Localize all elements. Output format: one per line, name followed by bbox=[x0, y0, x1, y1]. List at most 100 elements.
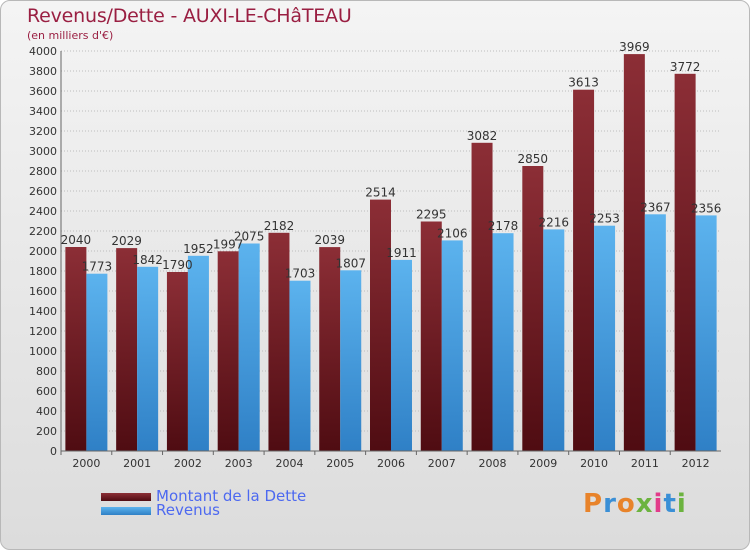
bar-dette bbox=[623, 54, 645, 451]
bar-revenus bbox=[695, 215, 717, 451]
data-label-dette: 2039 bbox=[314, 233, 345, 247]
data-label-dette: 1997 bbox=[213, 237, 244, 251]
y-tick-label: 3600 bbox=[29, 85, 57, 98]
legend-swatch-dette bbox=[101, 493, 151, 501]
data-label-dette: 3613 bbox=[568, 76, 599, 90]
x-tick-label: 2002 bbox=[174, 457, 202, 470]
x-tick-label: 2003 bbox=[225, 457, 253, 470]
data-label-dette: 2514 bbox=[365, 186, 396, 200]
data-label-revenus: 1842 bbox=[132, 253, 163, 267]
bar-revenus bbox=[289, 280, 311, 451]
y-tick-label: 2400 bbox=[29, 205, 57, 218]
logo-letter: x bbox=[635, 489, 654, 519]
logo-letter: o bbox=[616, 489, 636, 519]
data-label-dette: 1790 bbox=[162, 258, 193, 272]
y-tick-label: 3000 bbox=[29, 145, 57, 158]
data-label-dette: 3082 bbox=[467, 129, 498, 143]
bar-revenus bbox=[238, 243, 260, 451]
logo-letter: t bbox=[663, 489, 677, 519]
data-label-revenus: 1911 bbox=[386, 246, 417, 260]
bar-revenus bbox=[441, 240, 463, 451]
x-tick-label: 2010 bbox=[580, 457, 608, 470]
bar-dette bbox=[674, 73, 696, 452]
y-tick-label: 2600 bbox=[29, 185, 57, 198]
chart-subtitle: (en milliers d'€) bbox=[27, 29, 114, 42]
x-tick-label: 2012 bbox=[682, 457, 710, 470]
logo-letter: r bbox=[603, 489, 617, 519]
data-label-dette: 3969 bbox=[619, 40, 650, 54]
y-tick-label: 3200 bbox=[29, 125, 57, 138]
y-tick-label: 3400 bbox=[29, 105, 57, 118]
data-label-revenus: 2216 bbox=[539, 215, 570, 229]
data-label-revenus: 2178 bbox=[488, 219, 519, 233]
x-tick-label: 2005 bbox=[326, 457, 354, 470]
bar-dette bbox=[65, 247, 87, 451]
bar-dette bbox=[522, 166, 544, 451]
data-label-revenus: 1952 bbox=[183, 242, 214, 256]
bar-revenus bbox=[543, 229, 565, 451]
proxiti-logo: Proxiti bbox=[583, 489, 687, 519]
x-tick-label: 2009 bbox=[529, 457, 557, 470]
y-tick-label: 1200 bbox=[29, 325, 57, 338]
data-label-revenus: 1807 bbox=[335, 256, 366, 270]
data-label-revenus: 1703 bbox=[285, 267, 316, 281]
y-tick-label: 3800 bbox=[29, 65, 57, 78]
data-label-revenus: 2075 bbox=[234, 230, 265, 244]
x-tick-label: 2008 bbox=[479, 457, 507, 470]
y-tick-label: 4000 bbox=[29, 45, 57, 58]
bar-dette bbox=[573, 89, 595, 451]
data-label-dette: 3772 bbox=[670, 60, 701, 74]
y-tick-label: 2200 bbox=[29, 225, 57, 238]
y-tick-label: 1400 bbox=[29, 305, 57, 318]
data-label-dette: 2182 bbox=[264, 219, 295, 233]
x-tick-label: 2001 bbox=[123, 457, 151, 470]
bar-revenus bbox=[187, 255, 209, 451]
x-tick-label: 2000 bbox=[72, 457, 100, 470]
bar-dette bbox=[370, 199, 391, 451]
y-tick-label: 1000 bbox=[29, 345, 57, 358]
y-tick-label: 400 bbox=[36, 405, 57, 418]
y-tick-label: 1600 bbox=[29, 285, 57, 298]
bar-dette bbox=[319, 247, 341, 451]
bar-dette bbox=[420, 221, 442, 451]
logo-letter: i bbox=[653, 489, 664, 519]
x-tick-label: 2006 bbox=[377, 457, 405, 470]
bar-revenus bbox=[492, 233, 514, 451]
x-tick-label: 2011 bbox=[631, 457, 659, 470]
chart-title: Revenus/Dette - AUXI-LE-CHâTEAU bbox=[27, 5, 352, 27]
bar-dette bbox=[268, 232, 290, 451]
data-label-revenus: 2367 bbox=[640, 200, 671, 214]
bar-revenus bbox=[340, 270, 362, 451]
bar-revenus bbox=[594, 225, 616, 451]
bar-revenus bbox=[86, 273, 108, 451]
y-tick-label: 2800 bbox=[29, 165, 57, 178]
data-label-revenus: 2356 bbox=[691, 201, 722, 215]
y-tick-label: 0 bbox=[50, 445, 57, 458]
y-tick-label: 600 bbox=[36, 385, 57, 398]
data-label-dette: 2850 bbox=[518, 152, 549, 166]
y-tick-label: 1800 bbox=[29, 265, 57, 278]
data-label-revenus: 2253 bbox=[589, 212, 620, 226]
x-tick-label: 2007 bbox=[428, 457, 456, 470]
bar-dette bbox=[217, 251, 239, 451]
data-label-dette: 2295 bbox=[416, 208, 447, 222]
logo-letter: i bbox=[676, 489, 687, 519]
bar-dette bbox=[116, 248, 138, 451]
logo-letter: P bbox=[583, 489, 604, 519]
data-label-dette: 2029 bbox=[111, 234, 142, 248]
legend-swatch-revenus bbox=[101, 507, 151, 515]
bar-dette bbox=[166, 272, 188, 451]
y-tick-label: 800 bbox=[36, 365, 57, 378]
legend-label-revenus: Revenus bbox=[156, 501, 220, 519]
y-tick-label: 200 bbox=[36, 425, 57, 438]
data-label-dette: 2040 bbox=[61, 233, 92, 247]
data-label-revenus: 2106 bbox=[437, 226, 468, 240]
bar-revenus bbox=[391, 259, 412, 451]
bar-revenus bbox=[644, 214, 666, 451]
bar-dette bbox=[471, 142, 493, 452]
x-tick-label: 2004 bbox=[275, 457, 303, 470]
y-tick-label: 2000 bbox=[29, 245, 57, 258]
data-label-revenus: 1773 bbox=[82, 260, 113, 274]
